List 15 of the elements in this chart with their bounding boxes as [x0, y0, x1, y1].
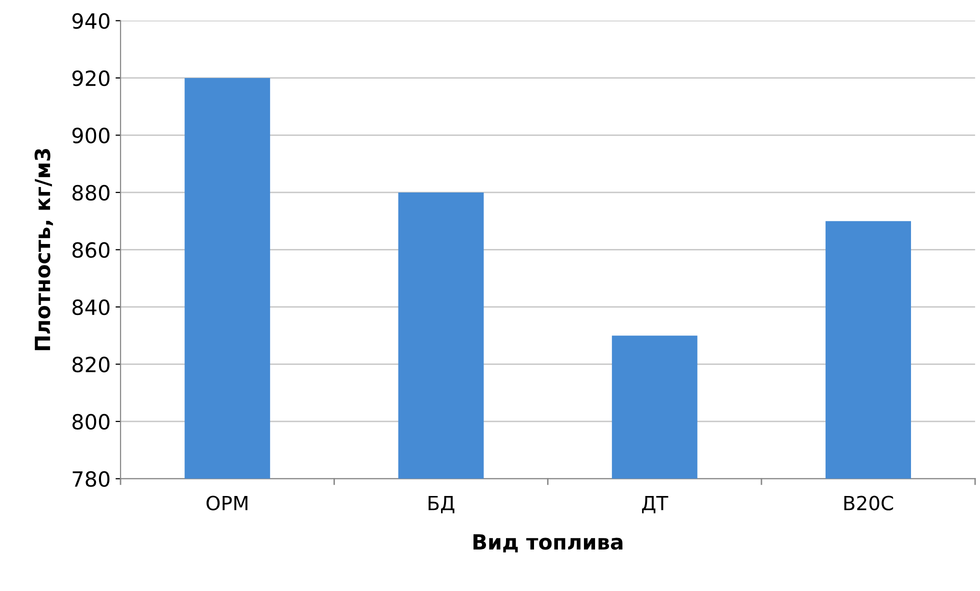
x-axis-title: Вид топлива [474, 534, 622, 552]
y-tick-label: 900 [72, 128, 110, 144]
y-tick-label: 920 [72, 70, 110, 86]
y-tick-label: 880 [72, 184, 110, 201]
y-axis-title: Плотность, кг/м3 [34, 149, 54, 350]
y-tick-label: 840 [72, 299, 110, 316]
y-tick-label: 940 [72, 13, 110, 29]
x-tick-label: ДТ [642, 496, 668, 514]
y-tick-label: 780 [72, 471, 110, 487]
x-tick-label: В20С [844, 496, 894, 510]
y-tick-label: 820 [72, 356, 110, 372]
y-tick-label: 800 [72, 414, 110, 430]
y-tick-label: 860 [72, 242, 110, 258]
x-tick-label: ОРМ [206, 496, 248, 510]
x-tick-label: БД [428, 496, 454, 514]
